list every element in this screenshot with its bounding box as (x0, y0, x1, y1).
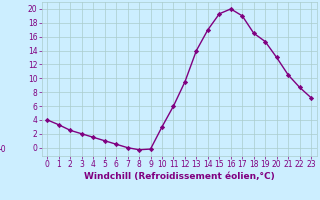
Text: -0: -0 (0, 145, 6, 154)
X-axis label: Windchill (Refroidissement éolien,°C): Windchill (Refroidissement éolien,°C) (84, 172, 275, 181)
